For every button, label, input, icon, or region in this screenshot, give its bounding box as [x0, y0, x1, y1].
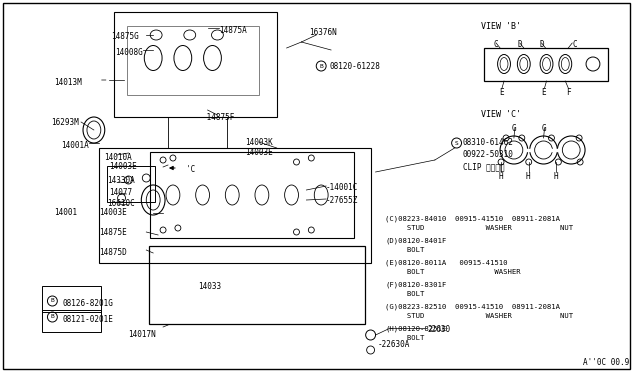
Text: 14003E: 14003E — [109, 162, 136, 171]
Text: C: C — [493, 40, 498, 49]
Text: 16376N: 16376N — [309, 28, 337, 37]
Text: H: H — [526, 172, 531, 181]
Text: 00922-50310: 00922-50310 — [463, 150, 513, 159]
Text: 14875E: 14875E — [99, 228, 127, 237]
Text: 'C: 'C — [186, 165, 195, 174]
Text: 14077: 14077 — [109, 188, 132, 197]
Text: (C)08223-84010  00915-41510  08911-2081A: (C)08223-84010 00915-41510 08911-2081A — [385, 215, 561, 221]
Text: 22630: 22630 — [427, 325, 450, 334]
Text: D: D — [540, 40, 544, 49]
Text: (F)08120-8301F: (F)08120-8301F — [385, 281, 447, 288]
Bar — [114, 12, 276, 117]
Text: B: B — [51, 298, 54, 304]
Text: -27655Z: -27655Z — [326, 196, 358, 205]
Text: 14875G: 14875G — [111, 32, 138, 41]
Text: (E)08120-8011A   00915-41510: (E)08120-8011A 00915-41510 — [385, 259, 508, 266]
Text: 14017N: 14017N — [129, 330, 156, 339]
Text: 16293M: 16293M — [51, 118, 79, 127]
Text: F: F — [566, 88, 571, 97]
Text: 14875A: 14875A — [220, 26, 247, 35]
Text: 14008G: 14008G — [115, 48, 142, 57]
Text: 08126-8201G: 08126-8201G — [62, 299, 113, 308]
Bar — [484, 48, 608, 81]
Text: E: E — [499, 88, 504, 97]
Text: 08120-61228: 08120-61228 — [329, 62, 380, 71]
Text: 14003E: 14003E — [99, 208, 127, 217]
Text: STUD              WASHER           NUT: STUD WASHER NUT — [385, 225, 573, 231]
Text: -14875F: -14875F — [203, 113, 235, 122]
Text: (H)08120-8251E: (H)08120-8251E — [385, 325, 447, 331]
Text: C: C — [572, 40, 577, 49]
Text: H: H — [498, 172, 502, 181]
Text: 14010A: 14010A — [104, 153, 131, 162]
Text: -14001C: -14001C — [326, 183, 358, 192]
Text: 14013M: 14013M — [54, 78, 82, 87]
Text: VIEW 'C': VIEW 'C' — [481, 110, 522, 119]
Text: E: E — [541, 88, 546, 97]
Text: CLIP クリップ: CLIP クリップ — [463, 162, 504, 171]
Text: B: B — [51, 314, 54, 320]
Text: 16610C: 16610C — [107, 199, 134, 208]
Text: 14001A: 14001A — [61, 141, 89, 150]
Text: H: H — [554, 172, 558, 181]
Text: 14330A: 14330A — [107, 176, 134, 185]
Text: G: G — [541, 124, 546, 133]
Text: 08121-0201E: 08121-0201E — [62, 315, 113, 324]
Text: (G)08223-82510  00915-41510  08911-2081A: (G)08223-82510 00915-41510 08911-2081A — [385, 303, 561, 310]
Text: BOLT: BOLT — [385, 335, 425, 341]
Text: B: B — [319, 64, 323, 68]
Text: A''0C 00.9: A''0C 00.9 — [583, 358, 629, 367]
Text: 14033: 14033 — [198, 282, 221, 291]
Text: 14003E: 14003E — [245, 148, 273, 157]
Text: 08310-61462: 08310-61462 — [463, 138, 513, 147]
Text: G: G — [512, 124, 516, 133]
Bar — [99, 148, 371, 263]
Text: BOLT: BOLT — [385, 291, 425, 297]
Text: BOLT                WASHER: BOLT WASHER — [385, 269, 521, 275]
Text: BOLT: BOLT — [385, 247, 425, 253]
Text: 14003K: 14003K — [245, 138, 273, 147]
Text: S: S — [454, 141, 458, 145]
Text: STUD              WASHER           NUT: STUD WASHER NUT — [385, 313, 573, 319]
Text: -22630A: -22630A — [378, 340, 410, 349]
Text: D: D — [518, 40, 522, 49]
Text: 14001: 14001 — [54, 208, 77, 217]
Text: 14875D: 14875D — [99, 248, 127, 257]
Text: (D)08120-8401F: (D)08120-8401F — [385, 237, 447, 244]
Text: VIEW 'B': VIEW 'B' — [481, 22, 522, 31]
